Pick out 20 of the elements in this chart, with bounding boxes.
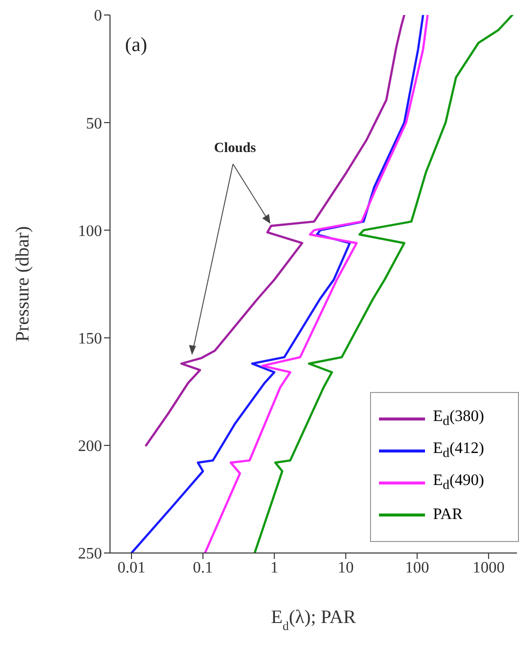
legend-label: E$_{d}$(412)	[433, 440, 484, 462]
x-tick-label: 1000	[472, 559, 505, 576]
x-tick-label: 0.01	[118, 559, 146, 576]
annotation: Clouds	[214, 141, 257, 156]
y-tick-label: 50	[86, 115, 102, 132]
x-tick-label: 0.1	[192, 559, 213, 576]
y-tick-label: 0	[94, 8, 102, 25]
x-axis-title: E$_{d}$(λ); PAR	[271, 607, 356, 633]
legend-label: E$_{d}$(490)	[433, 472, 484, 494]
legend-label: PAR	[433, 506, 463, 524]
x-tick-label: 100	[405, 559, 430, 576]
annotation: (a)	[125, 34, 148, 56]
y-tick-label: 250	[78, 546, 102, 563]
x-tick-label: 10	[338, 559, 354, 576]
y-tick-label: 100	[78, 222, 102, 240]
x-tick-label: 1	[270, 559, 278, 576]
y-tick-label: 200	[78, 438, 102, 456]
y-axis-title: Pressure (dbar)	[12, 226, 34, 342]
y-tick-label: 150	[78, 330, 102, 348]
legend-label: E$_{d}$(380)	[433, 408, 484, 430]
